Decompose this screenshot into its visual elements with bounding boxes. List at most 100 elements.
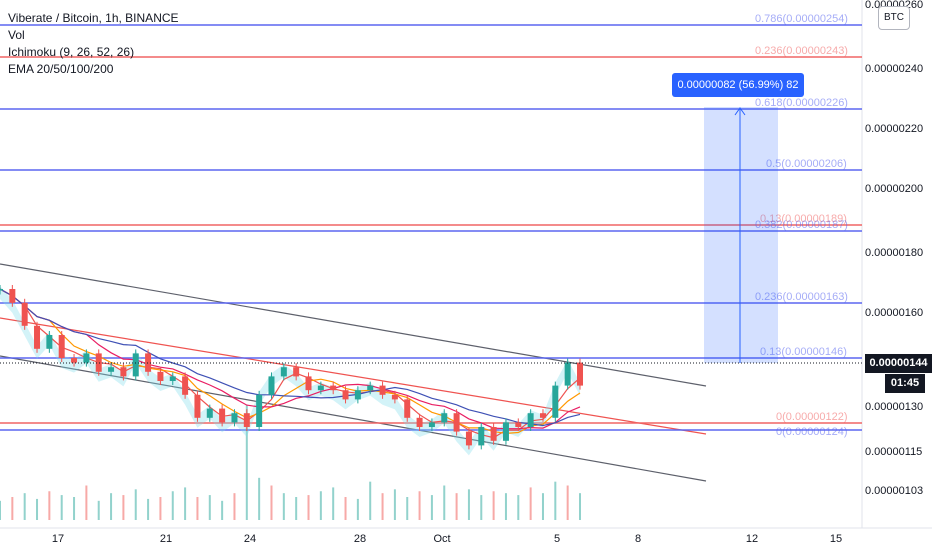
volume-bar <box>356 498 359 520</box>
volume-bar <box>270 485 273 520</box>
volume-bar <box>517 495 520 520</box>
candle-body <box>428 422 435 427</box>
volume-bar <box>97 500 100 520</box>
candle-body <box>280 367 287 377</box>
volume-bar <box>418 491 421 520</box>
candle-body <box>9 289 16 303</box>
candle-body <box>157 371 164 381</box>
candle-body <box>465 431 472 446</box>
candle-body <box>404 399 411 418</box>
y-tick-label: 0.00000240 <box>865 63 923 75</box>
legend-ema[interactable]: EMA 20/50/100/200 <box>8 62 114 76</box>
candle-body <box>416 417 423 427</box>
fib-level-label: 0.13(0.00000146) <box>760 346 847 358</box>
volume-bar <box>406 497 409 520</box>
volume-bar <box>184 487 187 520</box>
volume-bar <box>480 495 483 520</box>
candle-body <box>256 394 263 427</box>
candle-body <box>577 362 583 386</box>
volume-bar <box>443 485 446 520</box>
candle-body <box>95 353 102 372</box>
candle-body <box>354 390 361 400</box>
x-tick-label: 12 <box>746 533 758 545</box>
candle-body <box>231 413 238 423</box>
x-tick-label: Oct <box>433 533 450 545</box>
candle-body <box>515 422 522 427</box>
volume-bar <box>171 491 174 520</box>
volume-bar <box>369 481 372 520</box>
candle-body <box>71 358 78 363</box>
volume-bar <box>332 487 335 520</box>
candle-body <box>145 353 152 372</box>
measure-range-box <box>704 107 778 363</box>
candle-body <box>330 385 337 391</box>
fib-level-label: 0.236(0.00000163) <box>755 291 848 303</box>
candle-body <box>182 376 189 395</box>
candle-body <box>317 385 324 391</box>
measure-label: 0.00000082 (56.99%) 82 <box>672 73 804 97</box>
countdown-tag: 01:45 <box>885 374 925 393</box>
currency-button[interactable]: BTC <box>878 6 910 30</box>
volume-bar <box>60 495 63 520</box>
candle-body <box>490 427 497 441</box>
volume-bar <box>344 497 347 520</box>
candle-body <box>34 325 41 349</box>
volume-bar <box>381 493 384 520</box>
y-tick-label: 0.00000115 <box>865 446 922 458</box>
volume-bar <box>208 495 211 520</box>
x-tick-label: 5 <box>554 533 560 545</box>
volume-bar <box>0 500 1 520</box>
volume-bar <box>258 477 261 520</box>
volume-bar <box>36 498 39 520</box>
volume-bar <box>48 491 51 520</box>
legend-ichimoku[interactable]: Ichimoku (9, 26, 52, 26) <box>8 45 135 59</box>
candle-body <box>169 376 176 381</box>
candle-body <box>83 353 90 363</box>
volume-bar <box>159 497 162 520</box>
x-tick-label: 15 <box>830 533 842 545</box>
volume-bar <box>504 493 507 520</box>
ichimoku-cloud <box>0 286 580 456</box>
volume-bar <box>245 405 248 520</box>
candle-body <box>552 385 559 418</box>
volume-bar <box>579 493 581 520</box>
candle-body <box>367 385 374 391</box>
volume-bar <box>566 485 569 520</box>
candle-body <box>58 335 65 358</box>
last-price-tag: 0.00000144 <box>865 354 932 373</box>
volume-bar <box>393 489 396 520</box>
candle-body <box>342 390 349 400</box>
volume-bar <box>85 485 88 520</box>
candle-body <box>132 353 139 377</box>
fib-level-label: 0.236(0.00000243) <box>755 45 848 57</box>
volume-bar <box>134 489 137 520</box>
fib-level-label: 0.786(0.00000254) <box>755 13 848 25</box>
candle-body <box>379 385 386 395</box>
legend-volume[interactable]: Vol <box>8 28 25 42</box>
channel-upper-line <box>0 263 707 387</box>
candle-body <box>293 367 300 377</box>
volume-bar <box>196 497 199 520</box>
x-tick-label: 28 <box>354 533 366 545</box>
volume-bar <box>233 493 236 520</box>
x-tick-label: 8 <box>635 533 641 545</box>
legend-symbol[interactable]: Viberate / Bitcoin, 1h, BINANCE <box>8 11 179 25</box>
volume-bar <box>307 495 310 520</box>
candle-body <box>502 422 509 441</box>
y-tick-label: 0.00000260 <box>865 0 923 11</box>
candle-body <box>46 335 53 349</box>
volume-bar <box>492 491 495 520</box>
fib-level-label: 0.5(0.00000206) <box>766 158 847 170</box>
candle-body <box>0 289 3 291</box>
volume-bar <box>11 497 14 520</box>
candle-body <box>108 367 115 372</box>
measure-arrow-head <box>734 107 746 116</box>
x-tick-label: 17 <box>52 533 64 545</box>
candle-body <box>120 367 127 377</box>
fib-level-label: 0.382(0.00000187) <box>755 219 848 231</box>
volume-bar <box>455 493 458 520</box>
volume-bar <box>529 487 532 520</box>
volume-bar <box>147 498 150 520</box>
y-tick-label: 0.00000220 <box>865 123 923 135</box>
